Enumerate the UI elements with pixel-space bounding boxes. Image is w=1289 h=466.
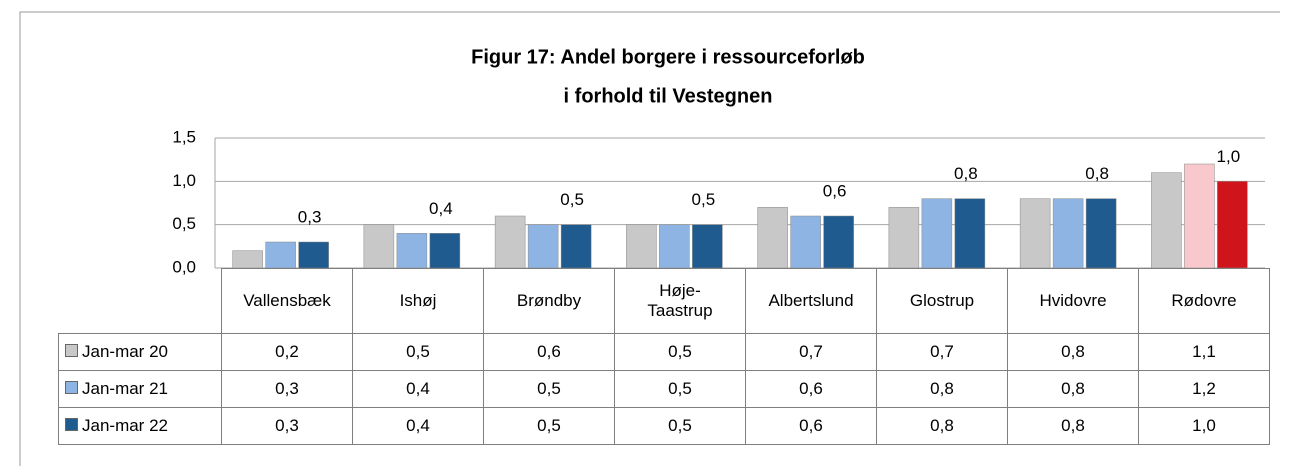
bar	[363, 224, 395, 269]
category-cell: Rødovre	[1138, 268, 1270, 334]
table-value: 0,8	[876, 407, 1008, 445]
table-value: 0,5	[614, 370, 746, 408]
category-cell: Glostrup	[876, 268, 1008, 334]
bar	[1085, 198, 1117, 269]
category-label: Glostrup	[909, 291, 975, 310]
y-tick-label: 0,5	[172, 214, 196, 233]
data-label: 1,0	[1217, 147, 1241, 166]
table-value: 0,2	[221, 333, 353, 371]
table-value: 0,8	[876, 370, 1008, 408]
legend-swatch	[65, 381, 78, 394]
bar	[494, 215, 526, 269]
category-cell: Albertslund	[745, 268, 877, 334]
table-value: 0,5	[614, 407, 746, 445]
table-value: 0,8	[1007, 370, 1139, 408]
bar	[888, 207, 920, 269]
data-label: 0,4	[429, 199, 453, 218]
category-label: Rødovre	[1171, 291, 1237, 310]
table-value: 0,5	[614, 333, 746, 371]
table-value: 1,0	[1138, 407, 1270, 445]
table-corner	[58, 268, 222, 334]
bar	[790, 215, 821, 269]
bar	[659, 224, 690, 269]
bar	[692, 224, 723, 269]
legend-swatch	[65, 418, 78, 431]
table-value: 0,4	[352, 370, 484, 408]
table-value: 0,6	[745, 370, 877, 408]
data-label: 0,6	[823, 181, 847, 200]
category-label: Albertslund	[768, 291, 854, 310]
category-label: Høje-Taastrup	[647, 281, 713, 320]
category-cell: Vallensbæk	[221, 268, 353, 334]
table-value: 0,3	[221, 407, 353, 445]
bar	[232, 250, 263, 269]
table-row: Jan-mar 20 0,2 0,5 0,6 0,5 0,7 0,7 0,8 1,1	[58, 333, 1270, 371]
table-value: 0,5	[352, 333, 484, 371]
legend-cell: Jan-mar 22	[58, 407, 222, 445]
legend-label: Jan-mar 20	[82, 342, 168, 361]
frame-border	[19, 11, 1280, 466]
bar	[1217, 181, 1248, 269]
bar	[1019, 198, 1051, 269]
data-label: 0,8	[1085, 164, 1109, 183]
data-label: 0,5	[560, 190, 584, 209]
legend-cell: Jan-mar 20	[58, 333, 222, 371]
bar	[954, 198, 986, 269]
table-header-row: Vallensbæk Ishøj Brøndby Høje-Taastrup Alber…	[58, 268, 1270, 334]
category-cell: Høje-Taastrup	[614, 268, 746, 334]
category-cell: Brøndby	[483, 268, 615, 334]
legend-cell: Jan-mar 21	[58, 370, 222, 408]
category-cell: Hvidovre	[1007, 268, 1139, 334]
bar	[626, 224, 657, 269]
table-value: 0,4	[352, 407, 484, 445]
chart-title: Figur 17: Andel borgere i ressourceforlø…	[471, 46, 865, 68]
bar	[265, 241, 296, 269]
table-value: 0,7	[876, 333, 1008, 371]
legend-swatch	[65, 344, 78, 357]
table-value: 1,2	[1138, 370, 1270, 408]
bar	[823, 215, 854, 269]
bar	[396, 233, 428, 269]
y-tick-label: 1,5	[172, 127, 196, 146]
category-label: Hvidovre	[1039, 291, 1107, 310]
bar	[527, 224, 559, 269]
table-value: 0,6	[483, 333, 615, 371]
data-label: 0,5	[692, 190, 716, 209]
bar	[1052, 198, 1084, 269]
bar	[429, 233, 461, 269]
table-row: Jan-mar 21 0,3 0,4 0,5 0,5 0,6 0,8 0,8 1,2	[58, 370, 1270, 408]
table-value: 0,8	[1007, 333, 1139, 371]
table-value: 0,5	[483, 407, 615, 445]
table-value: 0,5	[483, 370, 615, 408]
table-value: 0,7	[745, 333, 877, 371]
data-label: 0,3	[298, 207, 322, 226]
data-label: 0,8	[954, 164, 978, 183]
category-label: Vallensbæk	[243, 291, 331, 310]
legend-label: Jan-mar 21	[82, 379, 168, 398]
data-table: Vallensbæk Ishøj Brøndby Høje-Taastrup Alber…	[58, 268, 1270, 445]
category-label: Brøndby	[516, 291, 582, 310]
bar	[1151, 172, 1182, 269]
bar	[1184, 163, 1215, 269]
bar	[921, 198, 953, 269]
y-tick-label: 1,0	[172, 171, 196, 190]
legend-label: Jan-mar 22	[82, 416, 168, 435]
category-cell: Ishøj	[352, 268, 484, 334]
category-label: Ishøj	[399, 291, 437, 310]
bar	[298, 241, 329, 269]
table-value: 0,6	[745, 407, 877, 445]
table-row: Jan-mar 22 0,3 0,4 0,5 0,5 0,6 0,8 0,8 1,0	[58, 407, 1270, 445]
table-value: 0,8	[1007, 407, 1139, 445]
bar	[757, 207, 788, 269]
bar	[560, 224, 592, 269]
chart-title: i forhold til Vestegnen	[564, 85, 773, 107]
table-value: 0,3	[221, 370, 353, 408]
table-value: 1,1	[1138, 333, 1270, 371]
